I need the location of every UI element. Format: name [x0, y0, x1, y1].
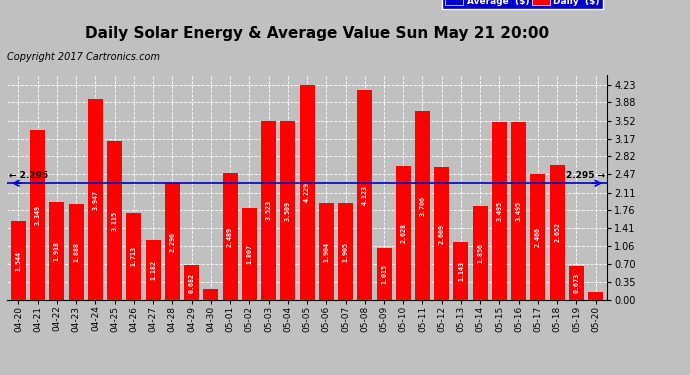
Bar: [396, 166, 411, 300]
Text: Copyright 2017 Cartronics.com: Copyright 2017 Cartronics.com: [7, 53, 160, 63]
Text: 1.888: 1.888: [73, 242, 79, 262]
Text: 4.123: 4.123: [362, 185, 368, 205]
Bar: [415, 111, 430, 300]
Text: 3.495: 3.495: [496, 201, 502, 221]
Text: 2.296: 2.296: [169, 231, 175, 252]
Text: 1.544: 1.544: [15, 251, 21, 271]
Bar: [511, 122, 526, 300]
Bar: [261, 121, 276, 300]
Text: 2.628: 2.628: [400, 223, 406, 243]
Bar: [569, 266, 584, 300]
Text: 3.947: 3.947: [92, 189, 99, 210]
Text: 0.673: 0.673: [573, 273, 580, 293]
Text: 1.856: 1.856: [477, 243, 483, 263]
Bar: [146, 240, 161, 300]
Text: Daily Solar Energy & Average Value Sun May 21 20:00: Daily Solar Energy & Average Value Sun M…: [86, 26, 549, 41]
Bar: [107, 141, 122, 300]
Bar: [204, 289, 218, 300]
Text: 3.115: 3.115: [112, 211, 118, 231]
Bar: [11, 221, 26, 300]
Legend: Average  ($), Daily  ($): Average ($), Daily ($): [442, 0, 602, 9]
Text: 2.295 →: 2.295 →: [566, 171, 605, 180]
Bar: [69, 204, 83, 300]
Bar: [434, 167, 449, 300]
Text: 1.713: 1.713: [131, 246, 137, 266]
Text: 3.349: 3.349: [34, 205, 41, 225]
Text: 2.466: 2.466: [535, 227, 541, 247]
Bar: [338, 203, 353, 300]
Bar: [492, 122, 507, 300]
Bar: [319, 203, 334, 300]
Bar: [223, 173, 237, 300]
Text: 2.652: 2.652: [554, 222, 560, 243]
Text: 1.905: 1.905: [342, 242, 348, 261]
Text: 3.523: 3.523: [266, 200, 272, 220]
Bar: [550, 165, 564, 300]
Text: 1.918: 1.918: [54, 241, 60, 261]
Text: 2.489: 2.489: [227, 226, 233, 247]
Bar: [299, 85, 315, 300]
Bar: [30, 129, 45, 300]
Text: 4.229: 4.229: [304, 182, 310, 203]
Text: 3.495: 3.495: [515, 201, 522, 221]
Bar: [357, 90, 373, 300]
Text: 1.807: 1.807: [246, 244, 253, 264]
Text: 1.904: 1.904: [324, 242, 329, 261]
Text: 3.509: 3.509: [285, 201, 290, 220]
Text: 2.609: 2.609: [439, 224, 445, 244]
Text: 1.182: 1.182: [150, 260, 156, 280]
Bar: [588, 291, 603, 300]
Bar: [453, 242, 469, 300]
Text: ← 2.295: ← 2.295: [9, 171, 48, 180]
Bar: [377, 248, 391, 300]
Text: 0.682: 0.682: [188, 273, 195, 292]
Text: 3.706: 3.706: [420, 196, 426, 216]
Text: 1.143: 1.143: [458, 261, 464, 281]
Bar: [241, 208, 257, 300]
Bar: [184, 265, 199, 300]
Bar: [88, 99, 103, 300]
Text: 1.015: 1.015: [381, 264, 387, 284]
Bar: [473, 206, 488, 300]
Bar: [280, 122, 295, 300]
Bar: [531, 174, 545, 300]
Bar: [126, 213, 141, 300]
Bar: [50, 202, 64, 300]
Bar: [165, 183, 180, 300]
